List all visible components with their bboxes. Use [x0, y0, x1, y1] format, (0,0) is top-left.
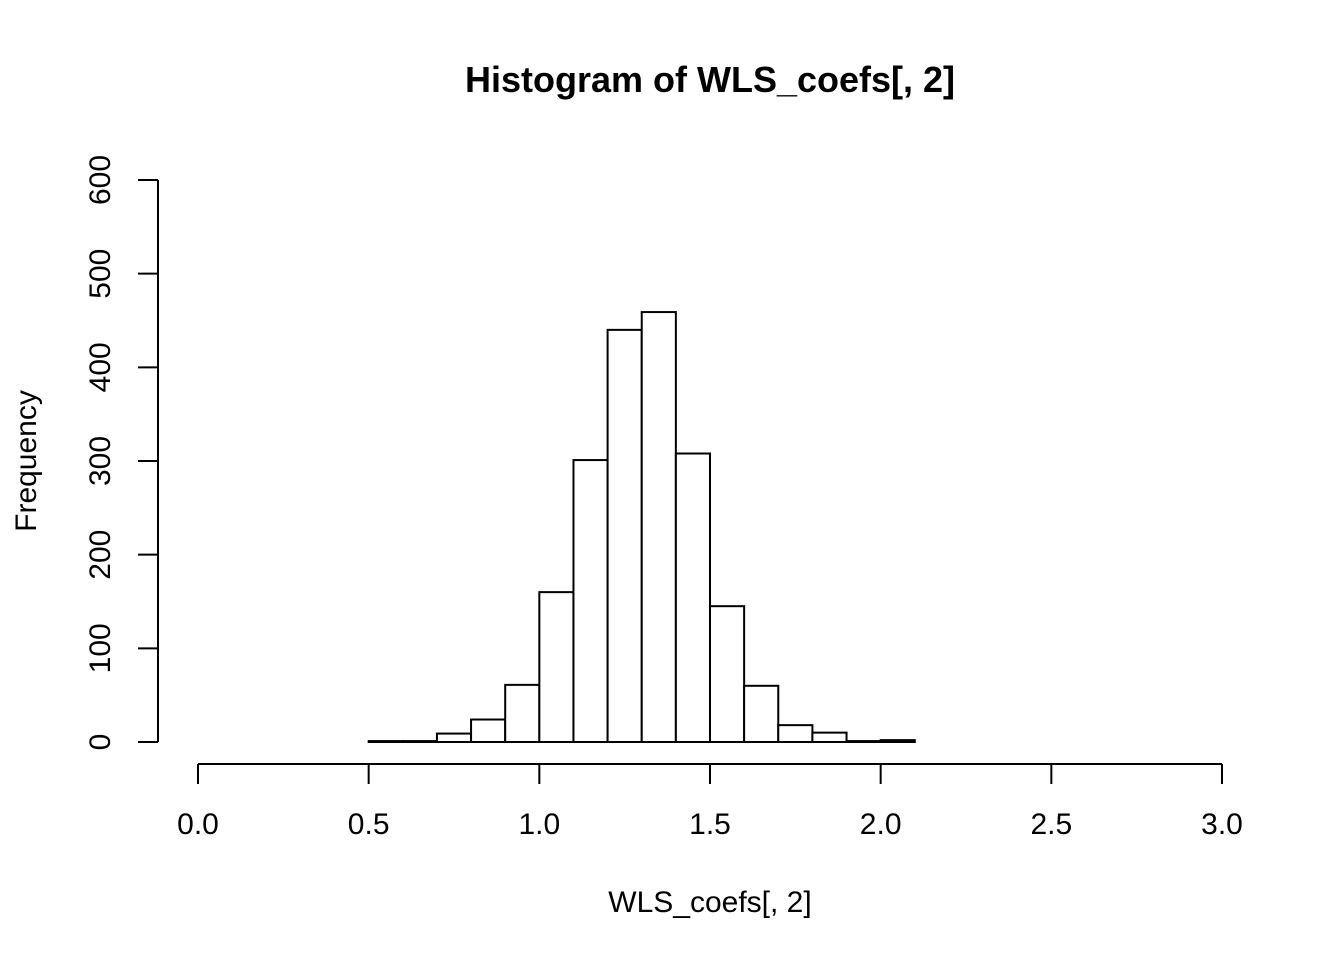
x-tick-label: 2.0: [860, 808, 902, 841]
histogram-bar: [435, 732, 473, 744]
histogram-bar: [367, 740, 404, 744]
histogram-bar: [743, 684, 780, 743]
histogram-bar: [709, 605, 746, 744]
histogram-bar: [845, 740, 882, 744]
y-tick-label: 400: [84, 342, 117, 392]
y-axis-label: Frequency: [10, 390, 43, 532]
x-tick-label: 1.5: [689, 808, 731, 841]
histogram-bar: [640, 311, 677, 743]
x-tick-label: 3.0: [1201, 808, 1243, 841]
histogram-bar: [572, 459, 609, 743]
x-tick-label: 0.5: [348, 808, 390, 841]
y-tick-label: 200: [84, 530, 117, 580]
chart-title: Histogram of WLS_coefs[, 2]: [465, 59, 955, 100]
histogram-bar: [538, 591, 575, 744]
histogram-bar: [674, 452, 711, 743]
y-axis: 0 100 200 300 400 500 600: [84, 155, 159, 751]
y-tick-label: 500: [84, 249, 117, 299]
y-tick-label: 600: [84, 155, 117, 205]
histogram-bar: [504, 683, 541, 744]
y-tick-label: 0: [84, 734, 117, 751]
histogram-bar: [470, 718, 507, 744]
histogram-bar: [879, 739, 916, 743]
histogram-bar: [777, 724, 814, 744]
histogram-bar: [606, 328, 643, 743]
y-tick-label: 100: [84, 623, 117, 673]
x-tick-label: 1.0: [518, 808, 560, 841]
x-tick-label: 2.5: [1030, 808, 1072, 841]
histogram-bar: [401, 740, 438, 744]
x-axis: 0.0 0.5 1.0 1.5 2.0 2.5 3.0: [177, 763, 1243, 841]
bars-group: [367, 311, 916, 744]
x-axis-label: WLS_coefs[, 2]: [608, 886, 811, 919]
x-tick-label: 0.0: [177, 808, 219, 841]
y-tick-label: 300: [84, 436, 117, 486]
histogram-bar: [811, 731, 848, 744]
